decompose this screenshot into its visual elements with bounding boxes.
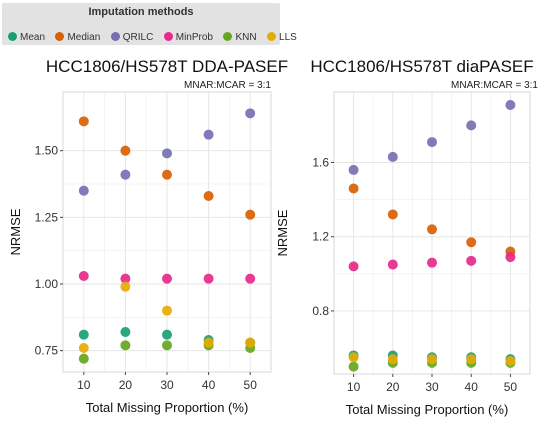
chart-1-x-axis-label: Total Missing Proportion (%) — [86, 400, 249, 415]
chart-1-point-knn — [78, 353, 89, 364]
chart-2-point-qrilc — [466, 120, 477, 131]
chart-2-point-qrilc — [348, 164, 359, 175]
chart-2-point-minprob — [505, 252, 516, 263]
chart-2-y-tick-label: 1.2 — [312, 230, 329, 244]
chart-2-point-qrilc — [505, 99, 516, 110]
chart-2-x-tick-label: 10 — [347, 380, 361, 394]
chart-2-point-median — [466, 237, 477, 248]
legend-item-knn: KNN — [223, 32, 257, 43]
legend-item-qrilc: QRILC — [110, 32, 154, 43]
chart-1-point-qrilc — [162, 148, 172, 159]
chart-2-point-median — [387, 209, 398, 220]
chart-1-point-mean — [120, 327, 131, 337]
chart-1-point-median — [120, 145, 131, 156]
chart-1-point-median — [203, 191, 214, 201]
chart-1-x-tick-label: 10 — [77, 378, 91, 392]
chart-2-point-lls — [466, 354, 477, 365]
chart-1-y-axis-label: NRMSE — [8, 208, 23, 255]
chart-1-y-tick-label: 1.50 — [35, 144, 59, 158]
chart-2-x-tick-label: 50 — [504, 380, 518, 394]
chart-1-point-qrilc — [203, 129, 214, 140]
chart-1-point-knn — [162, 340, 172, 351]
chart-1-point-knn — [120, 340, 131, 351]
legend-label: Mean — [20, 32, 46, 43]
chart-1-point-minprob — [78, 271, 89, 281]
chart-2-point-lls — [505, 356, 516, 367]
chart-1-point-mean — [78, 329, 89, 340]
chart-1-x-tick-label: 20 — [119, 378, 133, 392]
legend-items: Mean Median QRILC MinProb KNN LLS — [8, 27, 303, 45]
chart-2-x-tick-label: 40 — [465, 380, 479, 394]
chart-2-point-minprob — [387, 259, 398, 270]
chart-2-point-minprob — [348, 261, 359, 272]
chart-2-x-tick-label: 30 — [425, 380, 439, 394]
chart-2-x-tick-label: 20 — [386, 380, 400, 394]
chart-1-point-lls — [203, 337, 214, 348]
chart-1-point-qrilc — [120, 169, 131, 180]
legend-item-minprob: MinProb — [163, 32, 213, 43]
chart-2-title: HCC1806/HS578T diaPASEF — [310, 57, 533, 76]
chart-1-point-minprob — [120, 273, 131, 284]
chart-2-point-knn — [348, 361, 359, 372]
chart-1-x-tick-label: 40 — [202, 378, 216, 392]
chart-2-annotation: MNAR:MCAR = 3:1 — [451, 80, 538, 91]
chart-1-point-mean — [162, 329, 172, 340]
legend-dot-icon — [163, 32, 173, 41]
legend-dot-icon — [110, 32, 120, 41]
chart-1-x-tick-label: 50 — [244, 378, 258, 392]
legend-dot-icon — [223, 32, 233, 41]
chart-2-point-lls — [387, 354, 398, 365]
chart-2-y-tick-label: 1.6 — [312, 156, 329, 170]
legend-dot-icon — [267, 32, 277, 41]
chart-1-point-qrilc — [78, 185, 89, 196]
chart-1-point-lls — [245, 337, 256, 348]
chart-1-y-tick-label: 0.75 — [35, 344, 59, 358]
chart-1-point-median — [245, 209, 256, 220]
chart-1-point-minprob — [203, 273, 214, 284]
legend-label: Median — [67, 32, 101, 43]
chart-2-y-tick-label: 0.8 — [312, 304, 329, 318]
legend-label: KNN — [235, 32, 257, 43]
legend-item-median: Median — [55, 32, 100, 43]
chart-1-point-minprob — [245, 273, 256, 284]
chart-1-point-lls — [78, 343, 89, 353]
chart-1-point-lls — [120, 281, 131, 292]
legend-label: LLS — [279, 32, 297, 43]
legend-item-lls: LLS — [267, 32, 297, 43]
chart-2-point-qrilc — [427, 137, 437, 148]
chart-2-point-minprob — [427, 257, 437, 268]
chart-1-y-tick-label: 1.00 — [35, 277, 59, 291]
chart-2-point-median — [348, 183, 359, 194]
legend: Imputation methods Mean Median QRILC Min… — [2, 3, 297, 45]
chart-1-point-lls — [162, 305, 172, 316]
chart-1-point-minprob — [162, 273, 172, 284]
legend-label: QRILC — [122, 32, 154, 43]
legend-label: MinProb — [175, 32, 213, 43]
legend-dot-icon — [8, 32, 17, 41]
chart-1-point-qrilc — [245, 108, 256, 119]
legend-item-mean: Mean — [8, 32, 45, 43]
chart-2-point-lls — [348, 352, 359, 363]
chart-1-annotation: MNAR:MCAR = 3:1 — [184, 80, 271, 91]
chart-1-y-tick-label: 1.25 — [35, 210, 59, 224]
chart-2-point-qrilc — [387, 151, 398, 162]
legend-dot-icon — [55, 32, 65, 41]
chart-1-title: HCC1806/HS578T DDA-PASEF — [46, 57, 288, 76]
legend-title: Imputation methods — [88, 6, 194, 18]
chart-1-x-tick-label: 30 — [160, 378, 174, 392]
chart-2-point-minprob — [466, 255, 477, 266]
chart-2-x-axis-label: Total Missing Proportion (%) — [346, 402, 509, 417]
chart-2-point-lls — [427, 354, 437, 365]
chart-2-y-axis-label: NRMSE — [275, 209, 290, 256]
chart-2-point-median — [427, 224, 437, 235]
chart-1-point-median — [162, 169, 172, 180]
chart-1-point-median — [78, 116, 89, 127]
